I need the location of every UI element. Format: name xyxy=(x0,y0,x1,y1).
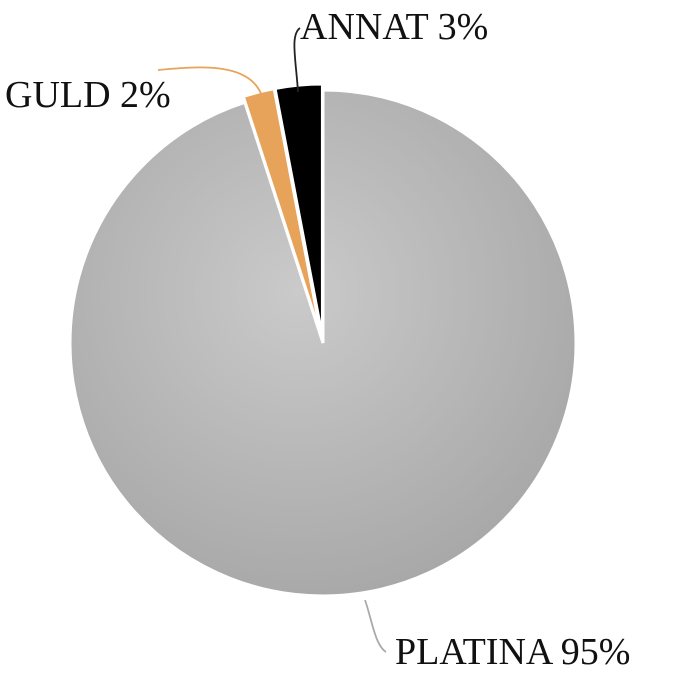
slice-label: PLATINA 95% xyxy=(395,631,630,673)
value-label: 95% xyxy=(561,631,631,673)
value-label: 3% xyxy=(438,6,489,48)
category-label: ANNAT xyxy=(300,6,429,48)
leader-line xyxy=(293,27,301,93)
category-label: PLATINA xyxy=(395,631,554,673)
slice-label: ANNAT 3% xyxy=(300,6,488,48)
category-label: GULD xyxy=(5,74,111,116)
leader-line xyxy=(157,66,263,97)
leader-line xyxy=(364,599,387,653)
value-label: 2% xyxy=(120,74,171,116)
pie-slice xyxy=(273,82,324,338)
pie-slice xyxy=(68,88,578,598)
slice-label: GULD 2% xyxy=(5,74,171,116)
